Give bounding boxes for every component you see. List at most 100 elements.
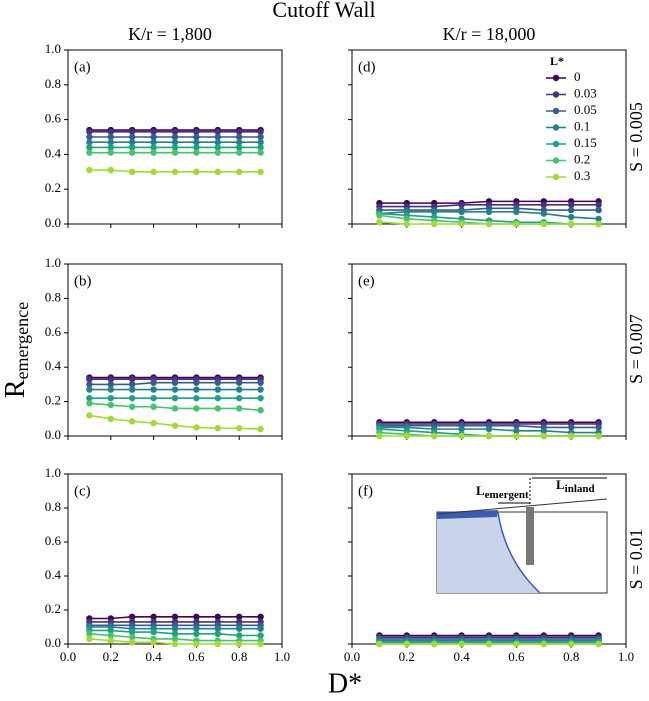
x-tick-label: 1.0 [618,649,634,664]
data-point [86,394,93,402]
data-point [540,210,547,217]
data-point [150,394,157,402]
data-point [129,381,136,388]
data-point [107,415,115,422]
data-point [214,139,221,146]
data-point [107,376,115,383]
data-point [431,220,438,228]
data-point [150,149,157,156]
data-point [107,149,115,156]
data-point [236,139,243,146]
data-point [107,632,115,639]
legend-marker [552,107,560,115]
data-point [193,640,200,648]
y-tick-label: 0.8 [45,499,61,514]
y-tick-label: 0.2 [45,393,61,408]
data-point [193,139,200,146]
data-point [171,139,179,146]
data-point [193,625,200,632]
data-point [150,386,157,393]
data-point [485,208,493,216]
data-point [107,637,115,644]
data-point [257,149,264,156]
data-point [236,613,243,620]
x-tick-label: 0.2 [103,649,119,664]
data-point [150,628,157,636]
data-point [403,432,410,440]
data-point [193,405,200,412]
data-point [150,639,157,646]
data-point [171,168,179,175]
data-point [150,133,157,141]
data-point [214,405,221,412]
x-axis-label: D* [328,668,362,699]
data-point [214,133,221,141]
data-point [376,219,383,226]
panel-label: (b) [74,273,92,289]
data-point [431,640,438,648]
data-point [129,386,136,393]
data-point [540,201,547,209]
y-tick-label: 0.4 [45,358,62,373]
data-point [214,630,221,637]
data-point [171,405,179,412]
y-label-main: R [0,379,31,398]
data-point [193,144,200,151]
data-point [86,376,93,383]
data-point [513,640,520,648]
legend-marker [552,140,560,148]
data-point [257,632,264,639]
data-point [193,128,200,135]
data-point [171,128,179,135]
data-point [431,208,438,216]
panel-label: (a) [74,59,91,75]
data-point [568,206,575,214]
data-point [171,422,179,429]
inset-label-sub: inland [565,483,595,495]
data-point [129,628,136,636]
data-point [568,424,575,431]
data-point [485,220,493,228]
data-point [236,405,243,412]
data-point [214,640,221,648]
data-point [458,432,465,440]
data-point [403,215,410,222]
data-point [150,128,157,135]
y-axis-label: Remergence [0,302,32,398]
data-point [107,627,115,634]
data-point [86,630,93,637]
legend-label: 0 [574,69,581,84]
data-point [595,424,602,431]
y-tick-label: 0.0 [45,215,61,230]
data-point [129,613,136,620]
data-point [107,139,115,146]
data-point [107,133,115,141]
row-label: S = 0.005 [626,102,646,172]
data-point [129,639,136,646]
data-point [236,144,243,151]
data-point [540,432,547,440]
x-tick-label: 1.0 [274,649,290,664]
data-point [86,412,93,419]
inset-interface [497,511,541,594]
plot-frame [351,263,627,437]
data-point [458,208,465,216]
plot-frame [67,263,283,437]
panel-label: (c) [74,483,91,499]
legend-label: 0.05 [574,102,597,117]
y-tick-label: 0.4 [45,145,62,160]
data-point [129,168,136,175]
data-point [129,418,136,425]
legend-label: 0.3 [574,168,590,183]
plot-frame [67,49,283,225]
x-tick-label: 0.0 [60,649,76,664]
panel-label: (d) [358,59,376,75]
data-point [257,394,264,402]
data-point [107,401,115,409]
column-title: K/r = 18,000 [443,24,536,44]
data-point [193,379,200,386]
data-point [257,139,264,146]
inset-wall [526,507,534,565]
legend-label: 0.2 [574,151,590,166]
data-point [86,128,93,135]
